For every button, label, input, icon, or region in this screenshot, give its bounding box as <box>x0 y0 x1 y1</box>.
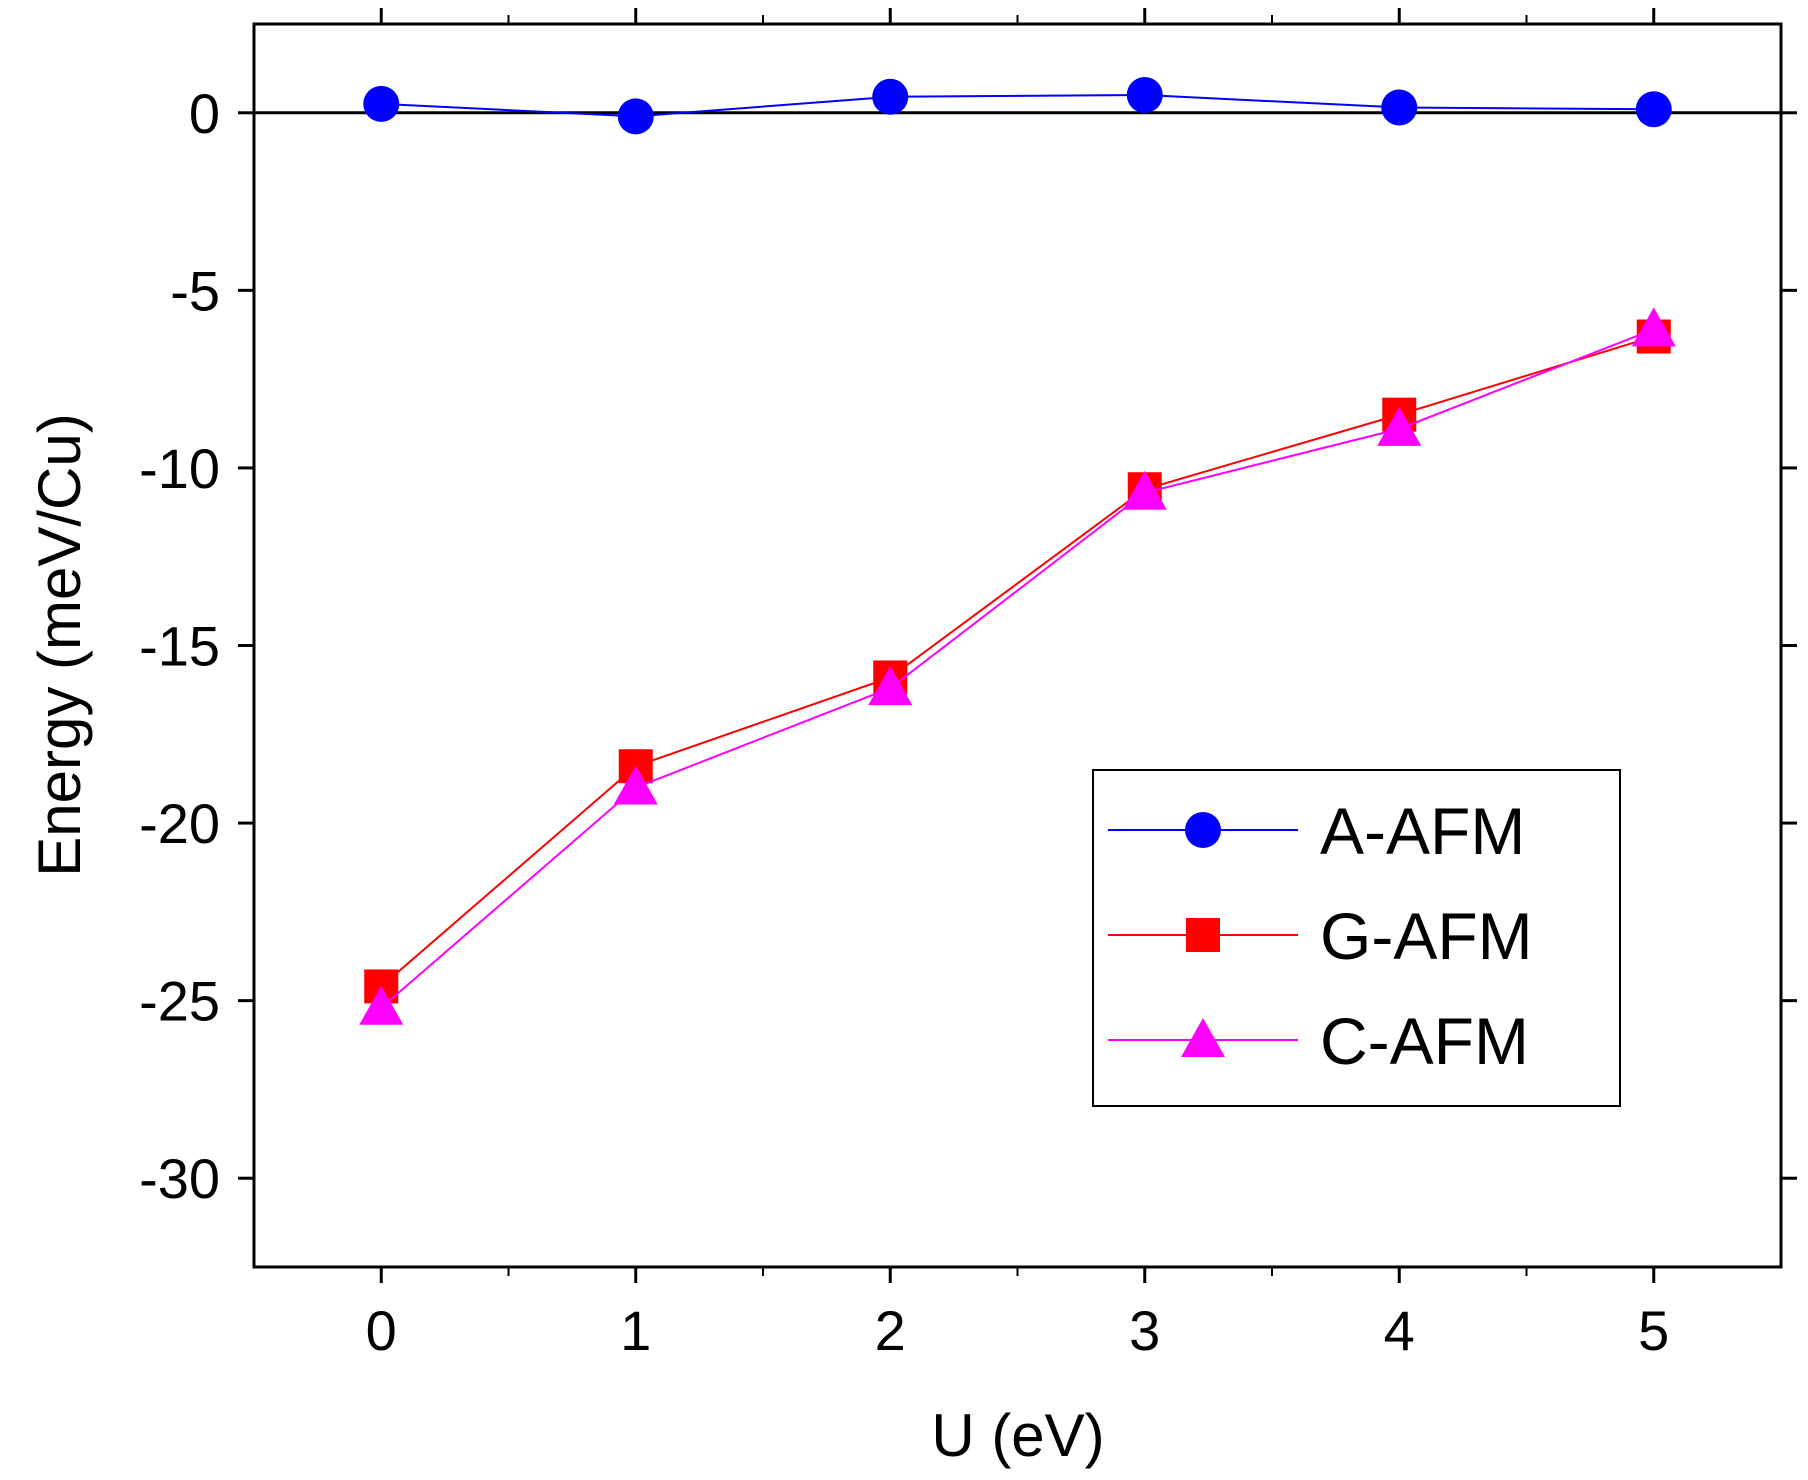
x-tick-label: 0 <box>366 1299 397 1362</box>
y-tick-label: -10 <box>139 437 220 500</box>
x-tick-label: 1 <box>620 1299 651 1362</box>
y-tick-label: -5 <box>170 259 220 322</box>
y-axis-title: Energy (meV/Cu) <box>26 413 93 876</box>
legend-marker-g-afm <box>1186 918 1220 952</box>
legend-label-c-afm: C-AFM <box>1320 1004 1529 1078</box>
data-point-c-afm <box>1122 470 1167 510</box>
series-line-g-afm <box>380 335 1655 988</box>
data-point-c-afm <box>613 765 658 805</box>
y-tick-label: -25 <box>139 970 220 1033</box>
data-point-c-afm <box>868 666 913 706</box>
data-point-c-afm <box>1377 406 1422 446</box>
data-point-a-afm <box>617 98 654 135</box>
legend: A-AFM G-AFM C-AFM <box>1092 769 1621 1107</box>
legend-label-a-afm: A-AFM <box>1320 794 1525 868</box>
series-c-afm <box>359 307 1676 1025</box>
data-point-a-afm <box>1635 91 1672 128</box>
y-tick-label: -20 <box>139 792 220 855</box>
plot-frame <box>252 22 1783 1269</box>
series-line-c-afm <box>380 328 1655 1009</box>
legend-label-g-afm: G-AFM <box>1320 899 1533 973</box>
y-tick-label: -15 <box>139 615 220 678</box>
y-tick-label: 0 <box>189 82 220 145</box>
legend-marker-a-afm <box>1185 812 1221 848</box>
y-tick-label: -30 <box>139 1147 220 1210</box>
data-point-a-afm <box>1381 89 1418 126</box>
x-axis-title: U (eV) <box>931 1402 1104 1469</box>
data-point-a-afm <box>872 78 909 115</box>
series-line-a-afm <box>381 94 1654 118</box>
x-tick-label: 3 <box>1129 1299 1160 1362</box>
x-tick-label: 2 <box>875 1299 906 1362</box>
data-point-a-afm <box>1126 77 1163 114</box>
series-a-afm <box>363 77 1672 135</box>
legend-box <box>1092 769 1621 1107</box>
data-point-a-afm <box>363 85 400 122</box>
legend-marker-c-afm <box>1181 1018 1225 1057</box>
data-point-c-afm <box>359 985 404 1025</box>
data-point-c-afm <box>1631 307 1676 347</box>
x-tick-label: 5 <box>1638 1299 1669 1362</box>
x-tick-label: 4 <box>1384 1299 1415 1362</box>
